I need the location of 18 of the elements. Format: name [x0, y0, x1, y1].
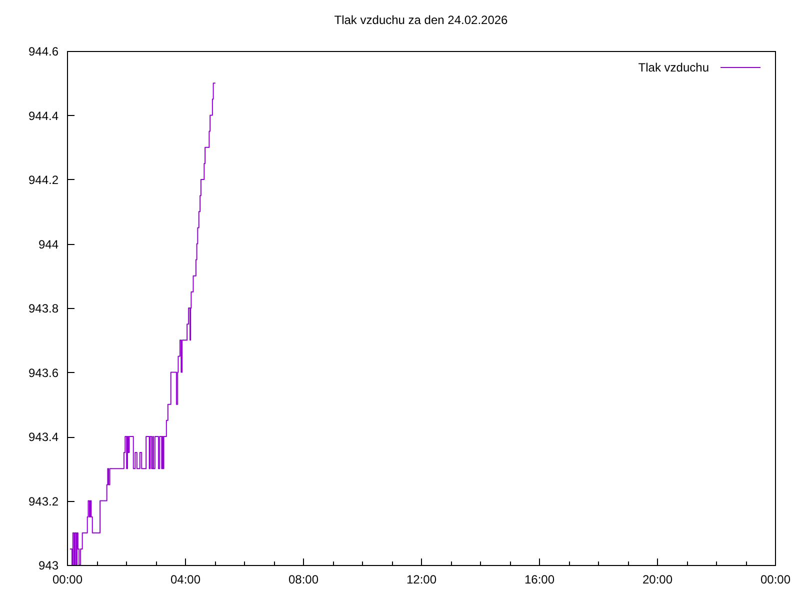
y-tick-label: 943.2	[28, 494, 59, 508]
y-tick-label: 944.4	[28, 108, 59, 123]
x-tick-label: 16:00	[524, 572, 555, 586]
chart-title: Tlak vzduchu za den 24.02.2026	[334, 13, 508, 27]
x-tick-label: 08:00	[288, 572, 319, 586]
x-tick-label: 04:00	[170, 572, 201, 586]
x-tick-label: 12:00	[406, 572, 437, 586]
y-tick-label: 943.4	[28, 430, 59, 444]
y-tick-label: 943	[38, 558, 59, 572]
y-tick-label: 944.2	[28, 173, 59, 187]
x-tick-label: 20:00	[642, 572, 673, 586]
x-tick-label: 00:00	[52, 572, 83, 586]
y-tick-label: 943.8	[28, 302, 59, 316]
y-tick-label: 943.6	[28, 366, 59, 380]
legend-label: Tlak vzduchu	[638, 60, 709, 74]
y-tick-label: 944	[38, 237, 59, 252]
y-tick-label: 944.6	[28, 44, 59, 58]
x-tick-label: 00:00	[760, 572, 791, 586]
